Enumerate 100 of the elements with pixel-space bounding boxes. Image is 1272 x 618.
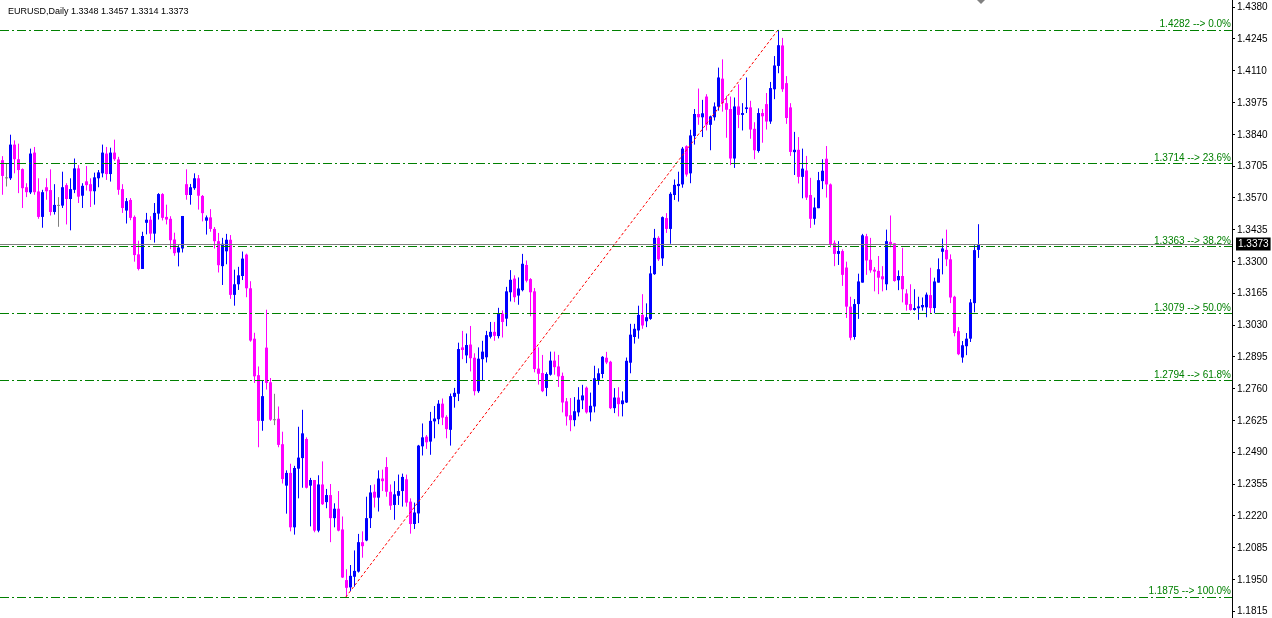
candlestick (897, 269, 900, 291)
candlestick (397, 474, 400, 506)
candlestick (329, 483, 332, 543)
candlestick (105, 146, 108, 181)
candlestick (345, 568, 348, 598)
candlestick (801, 148, 804, 199)
candlestick (469, 325, 472, 372)
candlestick (701, 99, 704, 138)
candlestick (333, 502, 336, 528)
candlestick (737, 83, 740, 129)
y-tick-label: 1.3165 (1237, 287, 1269, 299)
ref-line-label: 1.1875 --> 100.0% (1148, 585, 1232, 597)
candlestick (169, 215, 172, 250)
candlestick (657, 235, 660, 262)
y-tick-label: 1.3570 (1237, 192, 1269, 204)
candlestick (765, 92, 768, 131)
candlestick (389, 483, 392, 511)
candlestick (869, 237, 872, 274)
candlestick (13, 139, 16, 174)
candlestick (573, 396, 576, 427)
y-tick-label: 1.1815 (1237, 605, 1269, 617)
candlestick (205, 215, 208, 236)
candlestick (5, 162, 8, 188)
candlestick (637, 305, 640, 340)
candlestick (145, 212, 148, 235)
candlestick (501, 309, 504, 338)
candlestick (393, 480, 396, 521)
candlestick (421, 422, 424, 456)
candlestick (285, 469, 288, 515)
candlestick (65, 182, 68, 225)
candlestick (877, 255, 880, 295)
candlestick (929, 267, 932, 314)
candlestick (461, 330, 464, 360)
candlestick (901, 247, 904, 303)
candlestick (57, 196, 60, 228)
candlestick (149, 215, 152, 241)
candlestick (837, 240, 840, 266)
y-tick-label: 1.3840 (1237, 128, 1269, 140)
ref-line-label: 1.3363 --> 38.2% (1154, 234, 1232, 246)
candlestick (613, 387, 616, 414)
y-tick-label: 1.3300 (1237, 255, 1269, 267)
y-tick-label: 1.4245 (1237, 33, 1269, 45)
candlestick (441, 398, 444, 426)
candlestick (233, 269, 236, 307)
candlestick (553, 351, 556, 376)
ref-line-label: 1.2794 --> 61.8% (1154, 368, 1232, 380)
candlestick (209, 208, 212, 233)
candlestick (497, 307, 500, 339)
candlestick (493, 321, 496, 342)
candlestick (677, 171, 680, 203)
candlestick (241, 251, 244, 281)
y-tick-label: 1.4110 (1237, 64, 1268, 76)
y-tick-label: 1.2355 (1237, 478, 1269, 490)
candlestick (201, 194, 204, 222)
candlestick (49, 168, 52, 216)
candlestick (601, 355, 604, 379)
candlestick (961, 340, 964, 364)
candlestick (965, 332, 968, 356)
candlestick (873, 266, 876, 292)
candlestick (53, 183, 56, 216)
candlestick (429, 411, 432, 456)
candlestick (161, 192, 164, 221)
candlestick (185, 168, 188, 201)
y-tick-label: 1.2220 (1237, 510, 1269, 522)
candlestick (81, 182, 84, 209)
candlestick (349, 564, 352, 592)
candlestick (945, 229, 948, 267)
candlestick (221, 237, 224, 286)
ref-line-label: 1.3079 --> 50.0% (1154, 301, 1232, 313)
y-tick-label: 1.2895 (1237, 351, 1269, 363)
candlestick (581, 384, 584, 410)
candlestick (569, 397, 572, 432)
candlestick (213, 226, 216, 249)
candlestick (85, 165, 88, 192)
candlestick (401, 473, 404, 508)
candlestick (321, 460, 324, 506)
candlestick (309, 477, 312, 527)
candlestick (941, 238, 944, 275)
candlestick (745, 76, 748, 114)
candlestick (437, 399, 440, 425)
candlestick (1, 155, 4, 196)
y-tick-label: 1.2625 (1237, 414, 1269, 426)
y-tick-label: 1.3975 (1237, 96, 1269, 108)
y-tick-label: 1.2760 (1237, 382, 1269, 394)
candlestick (109, 147, 112, 183)
candlestick (909, 283, 912, 312)
candlestick (913, 288, 916, 312)
candlestick (93, 172, 96, 206)
y-tick-label: 1.2085 (1237, 541, 1269, 553)
ref-line-label: 1.4282 --> 0.0% (1159, 18, 1232, 30)
candlestick (485, 330, 488, 363)
candlestick (17, 143, 20, 194)
candlestick (641, 293, 644, 330)
candlestick (361, 530, 364, 559)
candlestick (101, 144, 104, 178)
ref-line-label: 1.3714 --> 23.6% (1154, 152, 1232, 164)
y-tick-label: 1.2490 (1237, 446, 1269, 458)
candlestick (617, 386, 620, 417)
candlestick (197, 174, 200, 211)
candlestick (697, 88, 700, 126)
